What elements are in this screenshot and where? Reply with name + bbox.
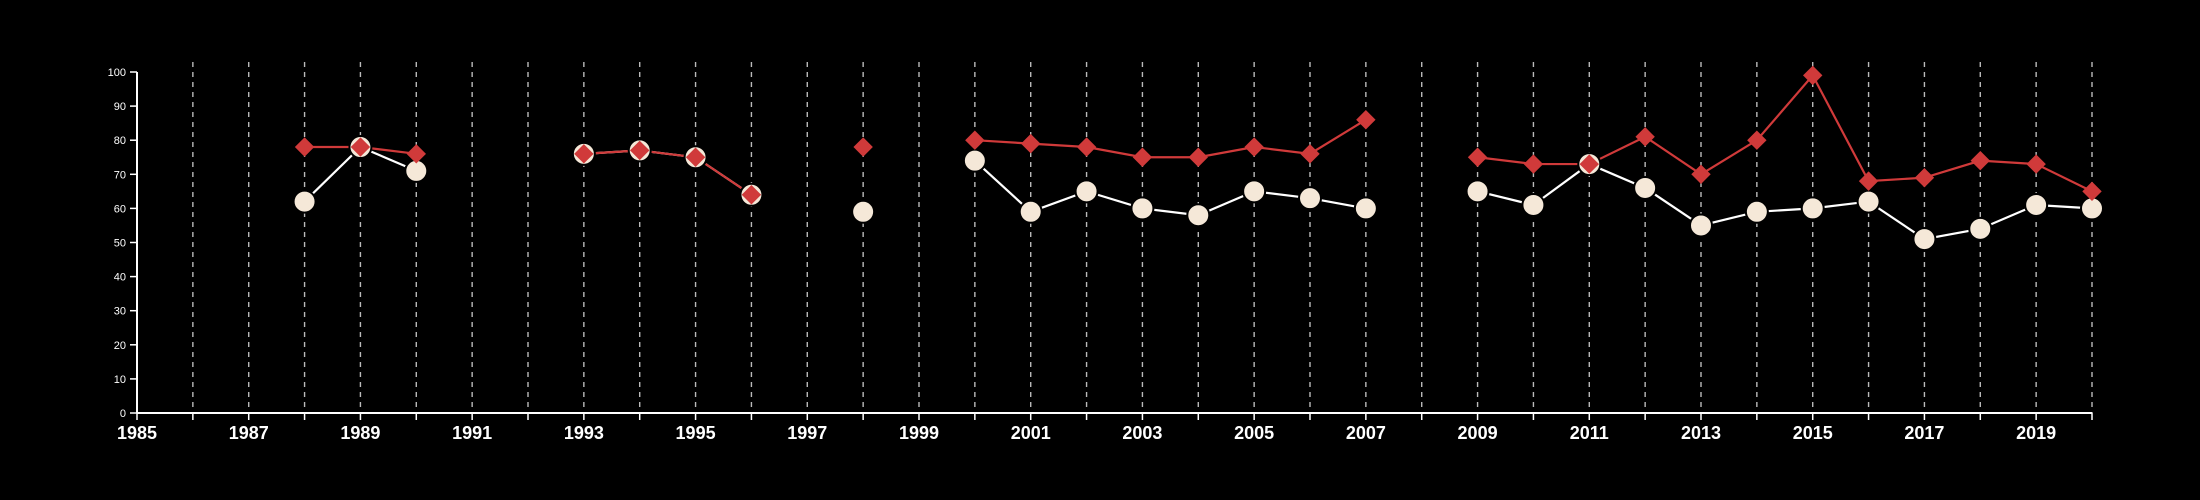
y-tick-label: 50 — [114, 238, 126, 250]
series-2-point — [350, 137, 371, 157]
series-2-point — [1188, 147, 1208, 167]
series-2-line — [583, 149, 753, 196]
series-2-point — [741, 185, 762, 205]
x-tick-label: 1993 — [564, 423, 604, 443]
series-1-point — [1130, 196, 1155, 221]
x-tick-label: 1997 — [787, 423, 827, 443]
series-1-line — [583, 149, 753, 196]
y-tick-label: 90 — [114, 101, 126, 113]
series-2-point — [853, 137, 873, 157]
series-1-point — [851, 199, 876, 224]
series-2-point — [1356, 110, 1376, 130]
x-tick-label: 1995 — [676, 423, 716, 443]
series-1-point — [1186, 203, 1211, 228]
x-tick-label: 2005 — [1234, 423, 1274, 443]
x-tick-label: 2015 — [1793, 423, 1833, 443]
x-tick-label: 2013 — [1681, 423, 1721, 443]
series-2-point — [1523, 154, 1544, 174]
y-tick-label: 70 — [114, 169, 126, 181]
x-tick-label: 1989 — [340, 423, 380, 443]
x-tick-label: 2007 — [1346, 423, 1386, 443]
y-tick-label: 0 — [120, 408, 126, 420]
series-2-point — [1579, 154, 1599, 174]
series-1-point — [1689, 213, 1713, 238]
series-2-point — [1970, 150, 1990, 171]
series-1-point — [1744, 199, 1769, 224]
series-2-point — [1300, 144, 1320, 164]
y-tick-label: 30 — [114, 306, 126, 318]
x-tick-label: 2003 — [1122, 423, 1162, 443]
y-tick-label: 40 — [114, 272, 126, 284]
series-1-point — [1242, 179, 1267, 204]
y-tick-label: 80 — [114, 135, 126, 147]
series-2-line — [1477, 73, 2093, 193]
series-2-point — [1914, 168, 1935, 188]
series-2-point — [965, 130, 985, 150]
axes: 0 10 20 30 40 50 60 70 80 90 100 1985 1987 1989 1991 19… — [108, 67, 2093, 443]
y-tick-label: 20 — [114, 340, 126, 352]
series-2-point — [1021, 133, 1041, 154]
x-tick-label: 1987 — [229, 423, 269, 443]
series-1-point — [1074, 179, 1099, 204]
series-2-point — [574, 144, 594, 164]
y-tick-label: 60 — [114, 203, 126, 215]
series-2-point — [1691, 164, 1711, 185]
series-1-point — [1633, 175, 1658, 200]
series-2-point — [1803, 65, 1823, 86]
series-2-line — [974, 118, 1367, 159]
series-2-point — [1635, 127, 1655, 147]
series-2-point — [1244, 137, 1264, 157]
series-2-point — [1467, 147, 1488, 167]
series-2-point — [294, 137, 315, 157]
x-tick-label: 1999 — [899, 423, 939, 443]
series-2-point — [1858, 171, 1879, 191]
x-tick-label: 2009 — [1458, 423, 1498, 443]
y-tick-label: 100 — [108, 67, 126, 79]
series-2-point — [2082, 181, 2102, 202]
x-tick-label: 2001 — [1011, 423, 1051, 443]
series-points — [292, 65, 2104, 252]
series-2-point — [1747, 130, 1767, 150]
vertical-gridlines — [192, 62, 2093, 413]
series-1-point — [1353, 196, 1378, 221]
x-tick-label: 2019 — [2016, 423, 2056, 443]
series-1-point — [1856, 189, 1881, 214]
series-1-point — [1912, 227, 1937, 252]
series-1-point — [962, 148, 987, 173]
series-2-point — [406, 144, 426, 164]
series-1-point — [1465, 179, 1490, 204]
series-1-line — [1477, 162, 2093, 241]
x-tick-label: 1985 — [117, 423, 157, 443]
series-1-point — [1298, 186, 1322, 211]
series-2-point — [630, 140, 650, 161]
series-1-point — [1521, 192, 1546, 217]
series-2-point — [685, 147, 706, 167]
series-1-point — [1800, 196, 1825, 221]
series-2-point — [1132, 147, 1153, 167]
x-tick-label: 1991 — [452, 423, 492, 443]
series-1-point — [2024, 192, 2049, 217]
x-tick-label: 2017 — [1904, 423, 1944, 443]
x-tick-label: 2011 — [1570, 423, 1609, 443]
series-1-point — [1968, 216, 1993, 241]
series-1-point — [292, 189, 317, 214]
series-2-point — [2026, 154, 2046, 174]
series-1-point — [1018, 199, 1043, 224]
y-tick-label: 10 — [114, 374, 126, 386]
series-2-point — [1076, 137, 1097, 157]
